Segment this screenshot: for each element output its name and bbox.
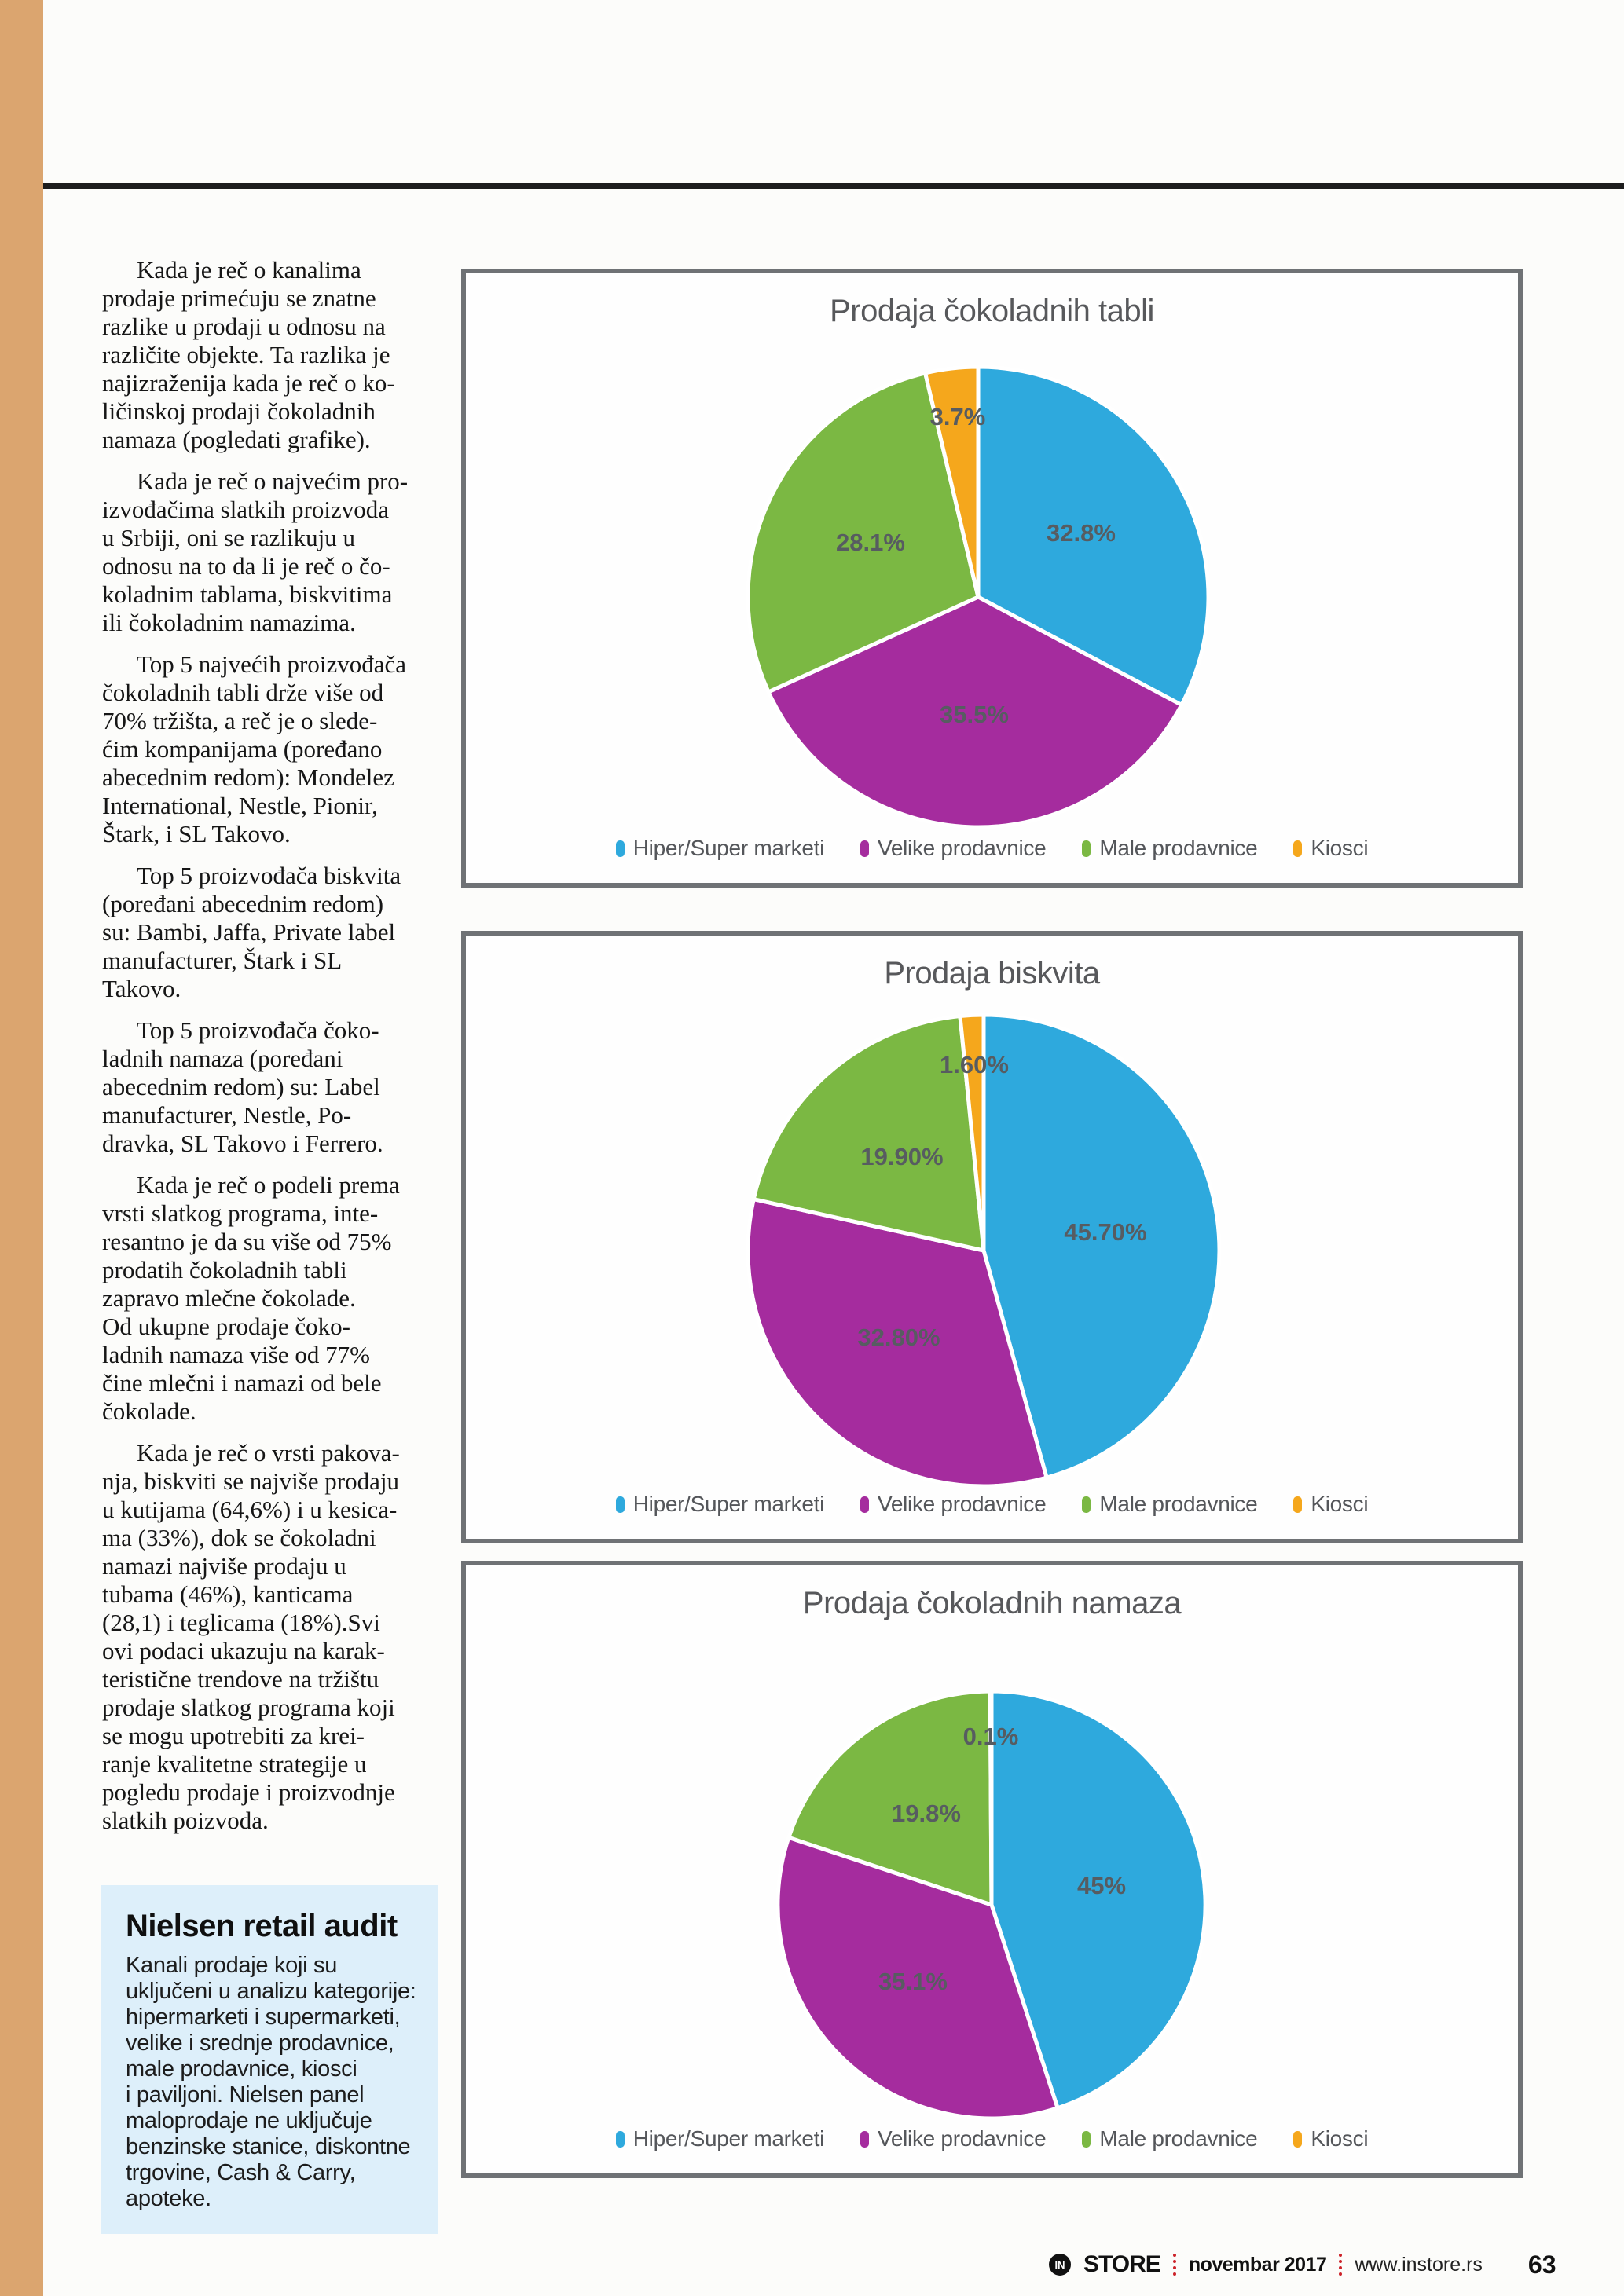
legend-item-kiosci: Kiosci bbox=[1293, 836, 1369, 861]
article-paragraph: Kada je reč o vrsti pakova- nja, biskvit… bbox=[102, 1439, 400, 1834]
chart-legend: Hiper/Super marketi Velike prodavnice Male… bbox=[466, 834, 1518, 862]
legend-item-velike-prodavnice: Velike prodavnice bbox=[860, 836, 1047, 861]
pie-chart: 45% 35.1% 19.8% 0.1% bbox=[775, 1689, 1208, 2121]
nielsen-audit-box: Nielsen retail audit Kanali prodaje koji… bbox=[101, 1885, 438, 2234]
legend-swatch-icon bbox=[1293, 840, 1303, 857]
chart-legend: Hiper/Super marketi Velike prodavnice Male… bbox=[466, 1490, 1518, 1518]
legend-label: Male prodavnice bbox=[1099, 1492, 1258, 1516]
article-paragraph: Top 5 najvećih proizvođača čokoladnih ta… bbox=[102, 650, 406, 848]
legend-label: Kiosci bbox=[1311, 836, 1369, 860]
legend-label: Kiosci bbox=[1311, 1492, 1369, 1516]
legend-item-male-prodavnice: Male prodavnice bbox=[1082, 836, 1258, 861]
legend-swatch-icon bbox=[1293, 2130, 1303, 2148]
footer-website: www.instore.rs bbox=[1355, 2253, 1483, 2276]
header-rule bbox=[43, 183, 1624, 189]
pie-slice-male-prodavnice bbox=[786, 1689, 994, 1907]
chart-title: Prodaja biskvita bbox=[884, 956, 1100, 991]
chart-title: Prodaja čokoladnih namaza bbox=[802, 1586, 1182, 1620]
page-accent-strip bbox=[0, 0, 43, 2296]
legend-label: Kiosci bbox=[1311, 2126, 1369, 2151]
pie-slice-kiosci bbox=[923, 364, 981, 599]
chart-legend: Hiper/Super marketi Velike prodavnice Male… bbox=[466, 2125, 1518, 2153]
article-paragraph: Top 5 proizvođača biskvita (poređani abe… bbox=[102, 862, 401, 1002]
legend-label: Velike prodavnice bbox=[878, 1492, 1047, 1516]
legend-swatch-icon bbox=[1082, 2130, 1091, 2148]
legend-label: Hiper/Super marketi bbox=[632, 2126, 825, 2151]
page-number: 63 bbox=[1527, 2250, 1556, 2279]
legend-item-hiper-super-marketi: Hiper/Super marketi bbox=[615, 836, 825, 861]
pie-slice-kiosci bbox=[958, 1013, 986, 1253]
legend-swatch-icon bbox=[1082, 840, 1091, 857]
pie-slice-velike-prodavnice bbox=[766, 595, 1184, 829]
pie-slice-male-prodavnice bbox=[751, 1014, 986, 1253]
article-column: Kada je reč o kanalima prodaje primećuju… bbox=[102, 256, 462, 1848]
legend-item-male-prodavnice: Male prodavnice bbox=[1082, 1492, 1258, 1517]
pie-slice-hiper-super-marketi bbox=[989, 1689, 1208, 2111]
nielsen-box-text: Kanali prodaje koji su uključeni u anali… bbox=[126, 1953, 416, 2211]
pie-slice-hiper-super-marketi bbox=[981, 1013, 1222, 1480]
legend-swatch-icon bbox=[1082, 1496, 1091, 1513]
legend-swatch-icon bbox=[860, 2130, 870, 2148]
store-logo-text: STORE bbox=[1083, 2251, 1161, 2277]
article-paragraph: Top 5 proizvođača čoko- ladnih namaza (p… bbox=[102, 1016, 383, 1157]
chart-panel-biskvita: Prodaja biskvita 45.70% 32.80% 19.90% 1.60%… bbox=[461, 931, 1523, 1543]
pie-value-label: 28.1% bbox=[836, 529, 905, 556]
pie-value-label: 45.70% bbox=[1064, 1218, 1146, 1246]
footer-issue-date: novembar 2017 bbox=[1188, 2253, 1327, 2276]
legend-item-velike-prodavnice: Velike prodavnice bbox=[860, 2126, 1047, 2151]
instore-logo-icon: IN bbox=[1049, 2254, 1071, 2276]
chart-panel-namaza: Prodaja čokoladnih namaza 45% 35.1% 19.8% 0… bbox=[461, 1561, 1523, 2178]
page-footer: IN STORE novembar 2017 www.instore.rs 63 bbox=[1049, 2247, 1556, 2283]
legend-item-hiper-super-marketi: Hiper/Super marketi bbox=[615, 2126, 825, 2151]
pie-chart: 32.8% 35.5% 28.1% 3.7% bbox=[746, 364, 1211, 829]
pie-value-label: 19.90% bbox=[860, 1143, 943, 1170]
pie-slice-velike-prodavnice bbox=[746, 1197, 1049, 1489]
pie-slice-male-prodavnice bbox=[746, 371, 981, 694]
legend-item-male-prodavnice: Male prodavnice bbox=[1082, 2126, 1258, 2151]
legend-label: Velike prodavnice bbox=[878, 2126, 1047, 2151]
pie-value-label: 1.60% bbox=[940, 1051, 1009, 1078]
legend-swatch-icon bbox=[615, 1496, 625, 1513]
pie-value-label: 35.1% bbox=[878, 1968, 948, 1995]
pie-value-label: 3.7% bbox=[930, 403, 986, 430]
pie-slice-kiosci bbox=[988, 1689, 994, 1907]
legend-label: Male prodavnice bbox=[1099, 2126, 1258, 2151]
article-paragraph: Kada je reč o podeli prema vrsti slatkog… bbox=[102, 1171, 400, 1425]
legend-label: Hiper/Super marketi bbox=[632, 1492, 825, 1516]
legend-swatch-icon bbox=[615, 840, 625, 857]
legend-label: Velike prodavnice bbox=[878, 836, 1047, 860]
article-paragraph: Kada je reč o kanalima prodaje primećuju… bbox=[102, 256, 395, 453]
pie-slice-velike-prodavnice bbox=[775, 1835, 1060, 2121]
pie-value-label: 32.80% bbox=[857, 1324, 940, 1351]
chart-panel-tabli: Prodaja čokoladnih tabli 32.8% 35.5% 28.1%… bbox=[461, 269, 1523, 888]
legend-label: Hiper/Super marketi bbox=[632, 836, 825, 860]
nielsen-box-title: Nielsen retail audit bbox=[126, 1909, 398, 1943]
legend-item-velike-prodavnice: Velike prodavnice bbox=[860, 1492, 1047, 1517]
footer-separator bbox=[1172, 2254, 1176, 2276]
legend-swatch-icon bbox=[615, 2130, 625, 2148]
pie-value-label: 19.8% bbox=[892, 1800, 961, 1827]
pie-value-label: 0.1% bbox=[963, 1723, 1019, 1750]
pie-value-label: 45% bbox=[1077, 1872, 1126, 1899]
legend-item-kiosci: Kiosci bbox=[1293, 2126, 1369, 2151]
legend-swatch-icon bbox=[860, 840, 870, 857]
pie-value-label: 32.8% bbox=[1047, 519, 1116, 547]
pie-chart: 45.70% 32.80% 19.90% 1.60% bbox=[746, 1013, 1222, 1489]
legend-label: Male prodavnice bbox=[1099, 836, 1258, 860]
pie-slice-hiper-super-marketi bbox=[976, 364, 1211, 707]
legend-swatch-icon bbox=[1293, 1496, 1303, 1513]
article-paragraph: Kada je reč o najvećim pro- izvođačima s… bbox=[102, 467, 409, 636]
pie-value-label: 35.5% bbox=[940, 701, 1009, 728]
legend-item-kiosci: Kiosci bbox=[1293, 1492, 1369, 1517]
legend-swatch-icon bbox=[860, 1496, 870, 1513]
footer-separator bbox=[1339, 2254, 1343, 2276]
legend-item-hiper-super-marketi: Hiper/Super marketi bbox=[615, 1492, 825, 1517]
chart-title: Prodaja čokoladnih tabli bbox=[830, 294, 1154, 328]
